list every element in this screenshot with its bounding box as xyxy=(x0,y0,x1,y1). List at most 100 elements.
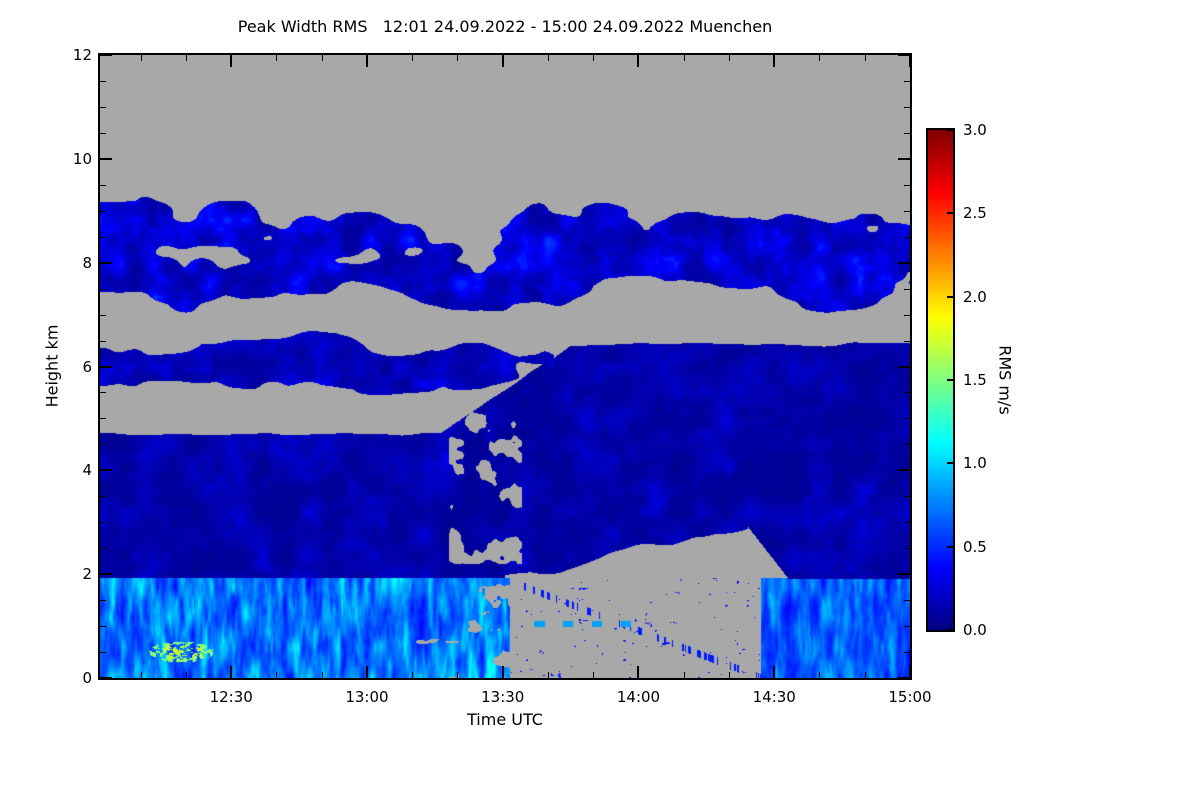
colorbar-tick-mark xyxy=(947,212,953,215)
x-tick-label: 14:30 xyxy=(752,688,796,706)
x-minor-tick xyxy=(728,672,730,678)
y-tick-label: 6 xyxy=(82,357,92,376)
y-minor-tick-right xyxy=(904,444,910,446)
x-tick-label: 15:00 xyxy=(888,688,932,706)
colorbar-tick-mark xyxy=(947,462,953,465)
y-tick-mark-right xyxy=(898,157,910,160)
colorbar-tick-label: 1.5 xyxy=(963,371,987,389)
x-tick-mark xyxy=(501,666,504,678)
y-tick-label: 8 xyxy=(82,253,92,272)
x-tick-mark xyxy=(909,666,911,678)
y-minor-tick xyxy=(100,314,106,316)
y-minor-tick xyxy=(100,80,106,82)
x-minor-tick-top xyxy=(185,55,187,61)
x-tick-mark xyxy=(365,666,368,678)
x-tick-mark-top xyxy=(909,55,911,67)
y-minor-tick xyxy=(100,184,106,186)
y-tick-mark-right xyxy=(898,573,910,576)
y-minor-tick xyxy=(100,496,106,498)
x-tick-label: 12:30 xyxy=(209,688,253,706)
x-minor-tick-top xyxy=(593,55,595,61)
y-tick-mark xyxy=(100,677,112,679)
y-minor-tick-right xyxy=(904,184,910,186)
x-minor-tick-top xyxy=(140,55,142,61)
x-tick-mark-top xyxy=(773,55,776,67)
y-tick-label: 12 xyxy=(72,46,92,64)
y-minor-tick-right xyxy=(904,496,910,498)
y-minor-tick xyxy=(100,444,106,446)
x-tick-mark xyxy=(230,666,233,678)
x-minor-tick xyxy=(412,672,414,678)
x-minor-tick-top xyxy=(412,55,414,61)
colorbar-tick-label: 3.0 xyxy=(963,121,987,139)
x-tick-mark xyxy=(637,666,640,678)
colorbar-tick-mark xyxy=(947,629,953,631)
x-minor-tick-top xyxy=(547,55,549,61)
x-minor-tick xyxy=(185,672,187,678)
y-tick-mark xyxy=(100,573,112,576)
x-tick-mark xyxy=(773,666,776,678)
x-tick-label: 13:00 xyxy=(345,688,389,706)
x-tick-mark-top xyxy=(230,55,233,67)
y-tick-mark xyxy=(100,54,112,56)
y-minor-tick-right xyxy=(904,314,910,316)
y-tick-mark-right xyxy=(898,54,910,56)
y-tick-label: 4 xyxy=(82,461,92,480)
x-minor-tick xyxy=(864,672,866,678)
y-minor-tick-right xyxy=(904,652,910,654)
heatmap-canvas xyxy=(100,55,910,678)
x-minor-tick-top xyxy=(864,55,866,61)
y-minor-tick xyxy=(100,210,106,212)
x-minor-tick xyxy=(819,672,821,678)
y-minor-tick-right xyxy=(904,132,910,134)
colorbar-tick-mark xyxy=(947,379,953,381)
y-minor-tick xyxy=(100,340,106,342)
y-tick-mark-right xyxy=(898,261,910,264)
x-minor-tick xyxy=(683,672,685,678)
x-minor-tick xyxy=(321,672,323,678)
y-minor-tick xyxy=(100,106,106,108)
chart-title: Peak Width RMS 12:01 24.09.2022 - 15:00 … xyxy=(237,17,773,36)
y-minor-tick xyxy=(100,392,106,394)
x-minor-tick xyxy=(547,672,549,678)
colorbar-tick-label: 2.5 xyxy=(963,204,987,223)
x-tick-label: 13:30 xyxy=(481,688,525,706)
y-minor-tick xyxy=(100,522,106,524)
colorbar-tick-label: 0.0 xyxy=(963,621,987,639)
y-minor-tick-right xyxy=(904,522,910,524)
x-axis-title: Time UTC xyxy=(467,710,543,729)
y-minor-tick-right xyxy=(904,106,910,108)
colorbar-tick-label: 1.0 xyxy=(963,454,987,473)
y-tick-mark xyxy=(100,469,112,472)
y-tick-mark-right xyxy=(898,677,910,679)
y-tick-label: 0 xyxy=(82,669,92,687)
y-minor-tick xyxy=(100,548,106,550)
y-tick-mark-right xyxy=(898,469,910,472)
y-minor-tick xyxy=(100,236,106,238)
x-minor-tick-top xyxy=(457,55,459,61)
y-tick-mark xyxy=(100,157,112,160)
colorbar-tick-mark xyxy=(947,129,953,131)
y-minor-tick-right xyxy=(904,288,910,290)
y-tick-mark xyxy=(100,365,112,368)
x-minor-tick xyxy=(276,672,278,678)
x-tick-mark-top xyxy=(365,55,368,67)
y-minor-tick-right xyxy=(904,600,910,602)
y-minor-tick xyxy=(100,626,106,628)
y-minor-tick-right xyxy=(904,626,910,628)
x-minor-tick xyxy=(140,672,142,678)
y-tick-mark-right xyxy=(898,365,910,368)
y-minor-tick xyxy=(100,132,106,134)
y-minor-tick-right xyxy=(904,340,910,342)
x-minor-tick xyxy=(457,672,459,678)
x-tick-label: 14:00 xyxy=(616,688,661,706)
colorbar-tick-label: 2.0 xyxy=(963,287,987,306)
x-minor-tick-top xyxy=(276,55,278,61)
y-minor-tick-right xyxy=(904,80,910,82)
x-minor-tick-top xyxy=(819,55,821,61)
x-tick-mark-top xyxy=(501,55,504,67)
colorbar-tick-label: 0.5 xyxy=(963,537,987,556)
y-minor-tick-right xyxy=(904,548,910,550)
y-minor-tick xyxy=(100,288,106,290)
x-minor-tick-top xyxy=(683,55,685,61)
